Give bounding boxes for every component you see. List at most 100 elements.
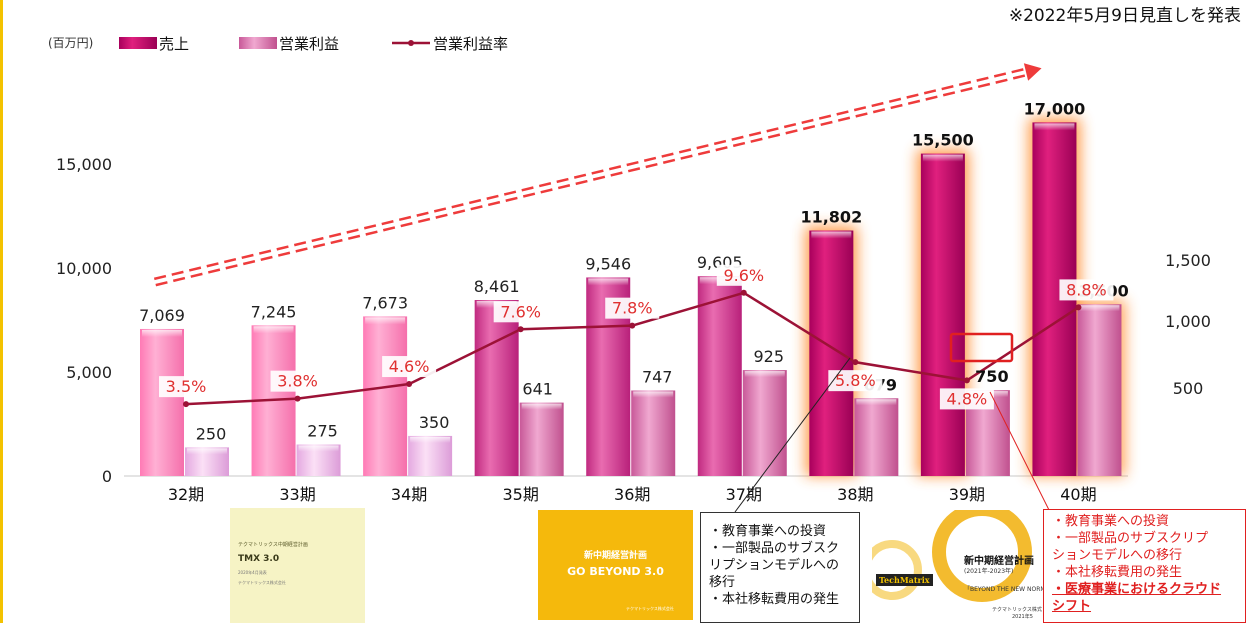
highlight-box-39 [949,332,1014,363]
rate-point [294,395,301,402]
sales-value-label: 15,500 [912,131,974,150]
note-40-line: ・一部製品のサブスクリプ [1052,531,1209,546]
thumbnail-ring-decoration-small [872,540,922,600]
category-label: 36期 [614,485,650,504]
legend-label-sales: 売上 [159,35,189,53]
rate-label-bg [716,264,771,286]
category-label: 38期 [837,485,873,504]
sales-bar [809,230,854,476]
sales-bar-bevel [365,317,406,325]
profit-bar [631,390,676,476]
thumbnail-bnn-subtitle: 「BEYOND THE NEW NORMAL」 [964,586,1047,593]
profit-bar [1077,304,1122,476]
rate-point [852,359,859,366]
rate-point [406,381,413,388]
profit-bar-bevel [410,436,451,443]
rate-value-label: 3.5% [166,377,207,396]
rate-point [1075,304,1082,311]
category-label: 34期 [391,485,427,504]
rate-label-bg [493,301,548,323]
sales-bar [920,153,965,476]
callout-line-40 [989,391,1051,513]
sales-bar-bevel [142,329,182,337]
rate-point [517,326,524,333]
category-label: 32期 [168,485,204,504]
profit-bar [854,398,899,476]
announcement-note: ※2022年5月9日見直しを発表 [1009,6,1241,26]
profit-bar-bevel [298,445,339,452]
note-box-period-37: ・教育事業への投資 ・一部製品のサブスク リプションモデルへの 移行 ・本社移転… [700,512,860,623]
y-right-tick-label: 1,500 [1165,251,1211,270]
thumbnail-gb-title: GO BEYOND 3.0 [567,565,664,578]
sales-bar [140,328,184,476]
category-label: 35期 [502,485,538,504]
note-37-line: ・一部製品のサブスク [709,541,840,556]
sales-bar [697,276,742,476]
thumbnail-tmx-line3: 2020年4月発表 [238,570,267,575]
rate-label-bg [1059,279,1114,301]
thumbnail-tmx-3-0: テクマトリックス中期経営計画 TMX 3.0 2020年4月発表 テクマトリック… [230,508,365,623]
category-label: 37期 [726,485,762,504]
thumbnail-bnn-title: 新中期経営計画 [964,556,1034,567]
unit-label: (百万円) [48,36,93,50]
thumbnail-bnn-date: 2021年5 [1012,614,1033,620]
profit-value-label: 250 [196,424,227,443]
thumbnail-gb-line1: 新中期経営計画 [583,551,647,561]
rate-value-label: 8.8% [1066,280,1107,299]
profit-bar-bevel [856,399,897,406]
note-37-line: ・本社移転費用の発生 [709,592,840,607]
profit-bar-bevel [521,403,562,410]
note-40-highlight-line: シフト [1052,599,1092,614]
trend-arrow-line [155,73,1028,287]
profit-value-label: 925 [754,347,785,366]
thumbnail-go-beyond-3-0: 新中期経営計画 GO BEYOND 3.0 テクマトリックス株式会社 [538,510,693,620]
frame-left-border [0,0,3,623]
thumbnail-bnn-company: テクマトリックス株式 [992,607,1042,613]
sales-bar [363,316,408,476]
thumbnail-bnn-period: (2021年-2023年) [964,568,1014,575]
y-left-tick-label: 5,000 [66,363,112,382]
rate-point [740,289,747,296]
sales-value-label: 11,802 [800,208,862,227]
category-label: 40期 [1060,485,1096,504]
rate-label-bg [382,356,437,378]
trend-arrow-line [153,67,1026,281]
rate-point [963,377,970,384]
legend: (百万円) 売上 営業利益 営業利益率 [48,35,508,53]
rate-value-label: 7.8% [612,299,653,318]
rate-value-label: 9.6% [723,266,764,285]
legend-swatch-sales [119,37,157,49]
sales-bar-bevel [922,154,963,162]
rate-line-layer [183,289,1082,408]
profit-value-label: 275 [307,422,338,441]
legend-swatch-rate-point [408,40,414,46]
rate-label-bg [159,376,213,398]
note-37-line: ・教育事業への投資 [709,524,827,539]
y-left-tick-label: 0 [102,467,112,486]
rate-point [183,401,189,408]
rate-value-label: 3.8% [277,372,318,391]
labels-layer: 7,069 250 7,245 275 7,673 350 8,461 641 9,546 747… [139,99,1129,513]
sales-bar-bevel [811,231,852,239]
legend-label-rate: 営業利益率 [433,35,508,53]
rate-point [629,322,636,329]
trend-arrow [153,63,1042,287]
profit-bar [519,402,564,476]
note-40-line: ・教育事業への投資 [1052,514,1170,529]
thumbnail-tmx-line1: テクマトリックス中期経営計画 [238,542,308,548]
profit-value-label: 350 [419,413,450,432]
sales-value-label: 7,069 [139,306,185,325]
y-right-tick-label: 500 [1173,379,1204,398]
note-37-line: 移行 [709,575,736,590]
note-40-line: ・本社移転費用の発生 [1052,565,1183,580]
callout-line-37 [734,357,851,513]
note-40-line: ションモデルへの移行 [1052,548,1183,563]
note-box-period-40: ・教育事業への投資 ・一部製品のサブスクリプ ションモデルへの移行 ・本社移転費… [1043,509,1246,623]
profit-value-label: 641 [522,380,553,399]
category-label: 33期 [279,485,315,504]
sales-value-label: 8,461 [474,277,520,296]
rate-label-bg [605,297,660,319]
legend-label-profit: 営業利益 [279,35,339,53]
rate-value-label: 5.8% [835,371,876,390]
rate-label-bg [939,388,994,410]
